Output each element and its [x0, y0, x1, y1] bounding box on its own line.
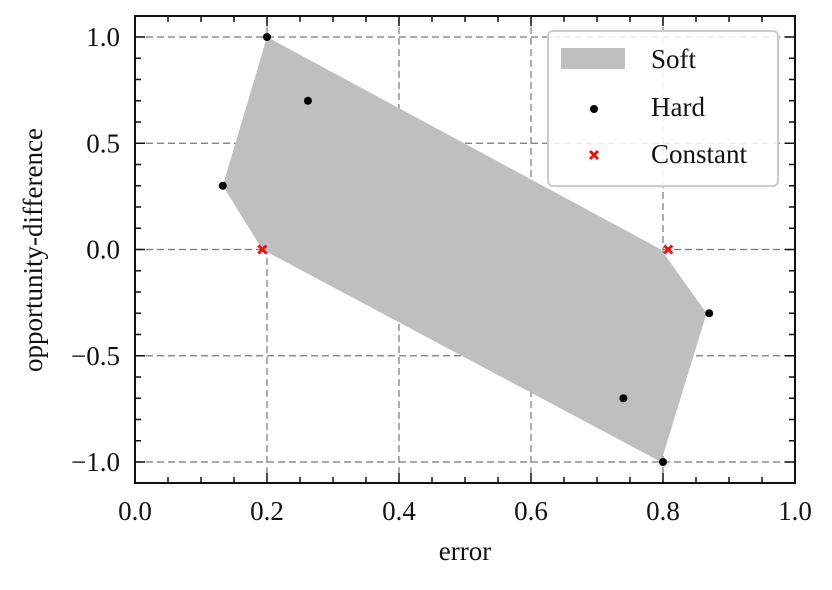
- x-tick-label: 0.0: [118, 496, 152, 526]
- legend-constant: Constant: [651, 139, 748, 169]
- x-axis-label: error: [439, 536, 491, 566]
- constant-x-icon: [588, 149, 600, 161]
- constant-point: [257, 244, 268, 255]
- legend-soft: Soft: [651, 44, 697, 74]
- hard-point: [263, 33, 271, 41]
- hard-dot-icon: [590, 105, 598, 113]
- hard-point: [303, 96, 312, 105]
- soft-swatch-icon: [561, 48, 625, 69]
- x-tick-label: 0.6: [514, 496, 548, 526]
- y-tick-label: −1.0: [71, 447, 120, 477]
- soft-region: [222, 37, 707, 462]
- hard-point: [218, 181, 227, 190]
- legend: Soft Hard Constant: [547, 30, 779, 187]
- y-axis-label: opportunity-difference: [18, 128, 48, 372]
- tick-labels: 0.0 0.2 0.4 0.6 0.8 1.0 1.0 0.5 0.0 −0.5 −1.0: [71, 22, 812, 526]
- x-tick-label: 0.8: [646, 496, 680, 526]
- x-tick-label: 1.0: [778, 496, 812, 526]
- legend-hard: Hard: [651, 92, 705, 122]
- legend-box: [547, 30, 779, 187]
- hard-point: [659, 458, 667, 466]
- constant-points: [257, 244, 674, 255]
- y-tick-label: 1.0: [86, 22, 120, 52]
- y-tick-label: 0.0: [86, 235, 120, 265]
- axes: [134, 15, 796, 484]
- constant-point: [663, 244, 674, 255]
- hard-point: [619, 394, 628, 403]
- hard-point: [705, 309, 714, 318]
- y-tick-label: 0.5: [86, 128, 120, 158]
- hard-points: [218, 33, 714, 466]
- x-tick-label: 0.2: [250, 496, 284, 526]
- y-tick-label: −0.5: [71, 341, 120, 371]
- x-tick-label: 0.4: [382, 496, 416, 526]
